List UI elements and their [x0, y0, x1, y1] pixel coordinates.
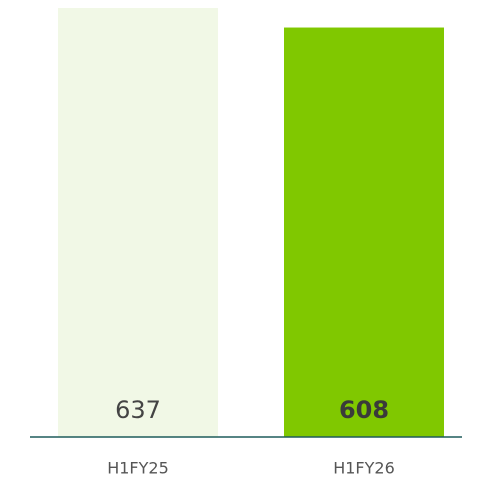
x-tick-label: H1FY26 [333, 459, 395, 478]
x-tick-label: H1FY25 [107, 459, 169, 478]
value-label: 637 [115, 396, 161, 424]
bar [284, 27, 444, 438]
value-label: 608 [339, 396, 389, 424]
bar [58, 8, 218, 437]
